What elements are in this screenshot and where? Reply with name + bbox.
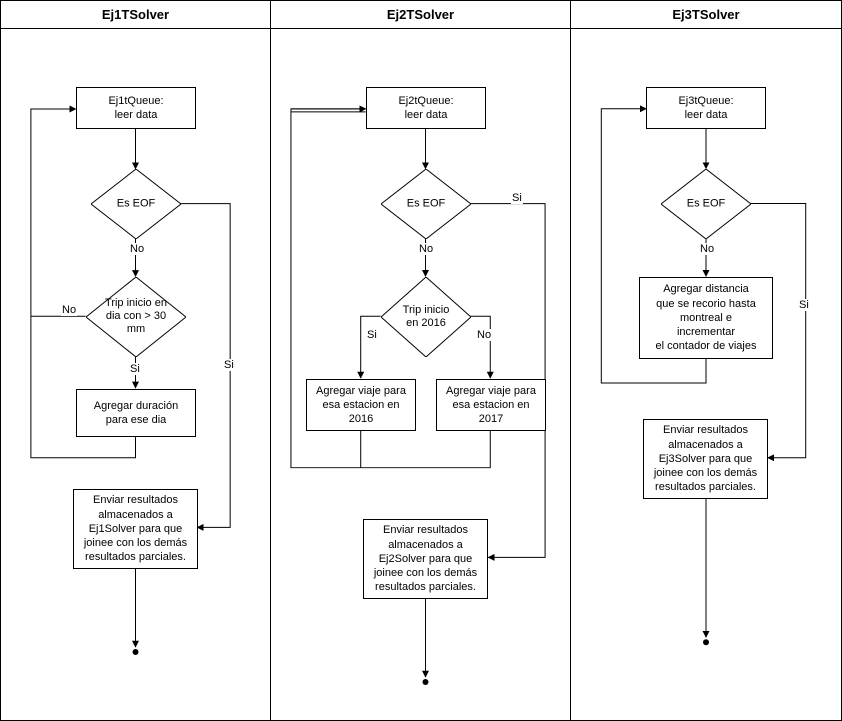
lane-ej2: Ej2tQueue:leer data Es EOF Trip inicioen… (271, 29, 570, 720)
column-ej3: Ej3TSolver Ej3tQueue: (571, 1, 841, 720)
label-trip-no-ej1: No (61, 304, 77, 316)
lane-ej1: Ej1tQueue:leer data Es EOF Trip inicio e… (1, 29, 270, 720)
column-ej1: Ej1TSolver (1, 1, 271, 720)
node-eof-label-ej3: Es EOF (687, 197, 726, 210)
node-send-ej3: Enviar resultadosalmacenados aEj3Solver … (643, 419, 768, 499)
label-trip-si-ej2: Si (366, 329, 378, 341)
wires-ej2 (271, 29, 570, 720)
diagram-container: Ej1TSolver (0, 0, 842, 721)
node-trip-label-ej2: Trip inicioen 2016 (386, 304, 466, 330)
node-queue-ej1: Ej1tQueue:leer data (76, 87, 196, 129)
label-eof-si-ej2: Si (511, 192, 523, 204)
column-header-ej1: Ej1TSolver (1, 1, 270, 29)
label-eof-si-ej3: Si (798, 299, 810, 311)
label-trip-no-ej2: No (476, 329, 492, 341)
label-eof-no-ej2: No (418, 243, 434, 255)
node-add-ej3: Agregar distanciaque se recorio hastamon… (639, 277, 773, 359)
column-header-ej2: Ej2TSolver (271, 1, 570, 29)
node-add16-ej2: Agregar viaje paraesa estacion en2016 (306, 379, 416, 431)
label-eof-no-ej3: No (699, 243, 715, 255)
node-eof-label-ej2: Es EOF (407, 197, 446, 210)
lane-ej3: Ej3tQueue:leer data Es EOF Agregar dista… (571, 29, 841, 720)
label-eof-no-ej1: No (129, 243, 145, 255)
node-add17-ej2: Agregar viaje paraesa estacion en2017 (436, 379, 546, 431)
label-trip-si-ej1: Si (129, 363, 141, 375)
node-trip-label-ej1: Trip inicio endia con > 30mm (91, 297, 181, 337)
node-add-ej1: Agregar duraciónpara ese dia (76, 389, 196, 437)
column-header-ej3: Ej3TSolver (571, 1, 841, 29)
node-queue-ej3: Ej3tQueue:leer data (646, 87, 766, 129)
label-eof-si-ej1: Si (223, 359, 235, 371)
column-ej2: Ej2TSolver (271, 1, 571, 720)
node-send-ej1: Enviar resultadosalmacenados aEj1Solver … (73, 489, 198, 569)
node-send-ej2: Enviar resultadosalmacenados aEj2Solver … (363, 519, 488, 599)
node-queue-ej2: Ej2tQueue:leer data (366, 87, 486, 129)
wires-ej3 (571, 29, 841, 720)
node-eof-label-ej1: Es EOF (117, 197, 156, 210)
